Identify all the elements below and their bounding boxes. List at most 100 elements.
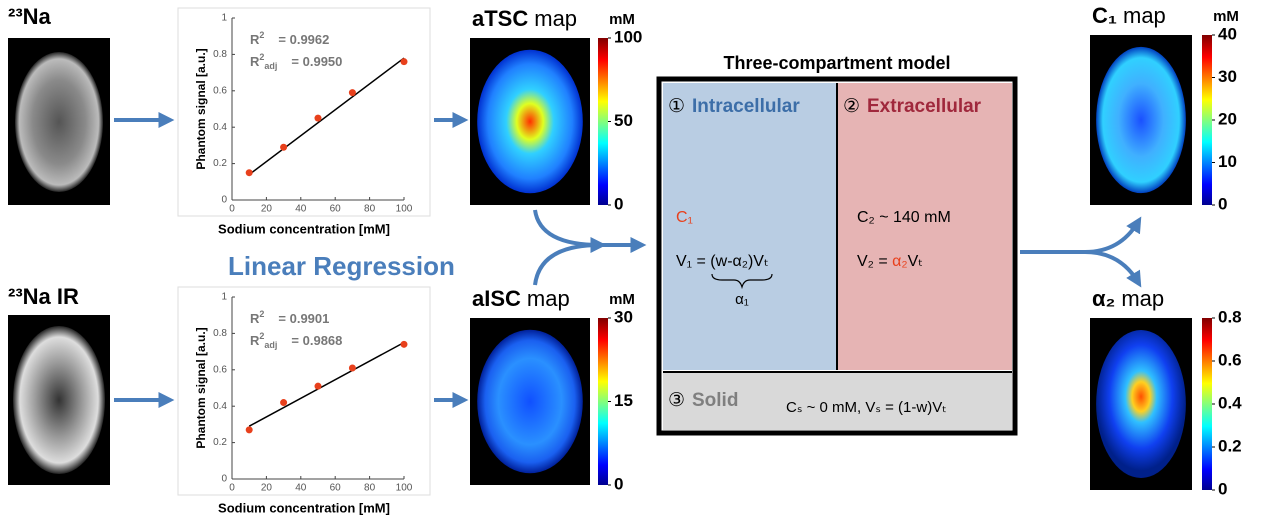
method-label: Linear Regression [228, 251, 455, 281]
colorbar [1202, 35, 1212, 205]
x-tick-label: 100 [396, 483, 413, 494]
x-tick-label: 60 [330, 204, 342, 215]
data-point [280, 144, 287, 151]
colorbar-label: 0.6 [1218, 350, 1242, 369]
data-point [349, 364, 356, 371]
intracellular-panel [663, 83, 836, 370]
figure: ²³Na ²³Na IR Linear Regression Three-com… [0, 0, 1282, 521]
extracellular-panel [838, 83, 1012, 370]
y-tick-label: 0.6 [213, 364, 227, 375]
y-tick-label: 0 [221, 474, 227, 485]
fit-statistic: R2adj= 0.9868 [250, 331, 342, 350]
colorbar-label: 30 [1218, 67, 1237, 86]
x-tick-label: 40 [295, 204, 307, 215]
x-tick-label: 0 [229, 483, 235, 494]
map-title: C₁map [1092, 3, 1166, 28]
stat-sup: 2 [259, 30, 264, 40]
y-axis-label: Phantom signal [a.u.] [194, 327, 208, 448]
colorbar-label: 100 [614, 27, 642, 46]
brain-map [477, 50, 583, 194]
x-tick-label: 80 [364, 483, 376, 494]
colorbar-unit: mM [1213, 8, 1239, 25]
map-suffix: map [527, 286, 570, 311]
colorbar-label: 0 [1218, 479, 1227, 498]
map-name: C₁ [1092, 3, 1117, 28]
map-suffix: map [534, 6, 577, 31]
data-point [246, 426, 253, 433]
compartment-number: ② [843, 96, 860, 117]
concentration: C₂ ~ 140 mM [857, 209, 951, 226]
colorbar-label: 10 [1218, 152, 1237, 171]
compartment-number: ③ [668, 390, 685, 411]
fit-statistic: R2adj= 0.9950 [250, 52, 342, 71]
data-point [315, 383, 322, 390]
data-point [280, 399, 287, 406]
stat-value: = 0.9868 [291, 333, 342, 348]
colorbar-label: 0 [614, 194, 623, 213]
data-point [401, 58, 408, 65]
stat-value: = 0.9901 [278, 311, 329, 326]
volume-equation: V₂ = α₂Vₜ [857, 253, 923, 270]
compartment-label: Solid [692, 390, 738, 411]
brain-map [1096, 47, 1186, 193]
y-tick-label: 0.8 [213, 328, 227, 339]
input-label: ²³Na [8, 4, 52, 29]
brain-map [477, 330, 583, 474]
y-tick-label: 1 [221, 13, 227, 24]
y-tick-label: 0.2 [213, 158, 227, 169]
x-tick-label: 80 [364, 204, 376, 215]
solid-equation: Cₛ ~ 0 mM, Vₛ = (1-w)Vₜ [786, 399, 947, 416]
map-suffix: map [1121, 286, 1164, 311]
colorbar-label: 20 [1218, 109, 1237, 128]
input-label: ²³Na IR [8, 284, 79, 309]
stat-sub: adj [264, 340, 277, 350]
map-name: aISC [472, 286, 521, 311]
x-tick-label: 0 [229, 204, 235, 215]
data-point [315, 115, 322, 122]
y-tick-label: 0.4 [213, 122, 227, 133]
brain-map [1096, 330, 1186, 478]
colorbar-label: 0.2 [1218, 436, 1242, 455]
colorbar-label: 15 [614, 391, 633, 410]
x-tick-label: 100 [396, 204, 413, 215]
x-tick-label: 20 [261, 483, 273, 494]
colorbar [598, 38, 608, 205]
data-point [246, 169, 253, 176]
data-point [401, 341, 408, 348]
x-tick-label: 40 [295, 483, 307, 494]
colorbar [598, 318, 608, 485]
stat-sup: 2 [259, 309, 264, 319]
model-title: Three-compartment model [723, 53, 950, 73]
compartment-label: Intracellular [692, 96, 800, 117]
x-tick-label: 20 [261, 204, 273, 215]
x-axis-label: Sodium concentration [mM] [218, 221, 390, 236]
colorbar-label: 50 [614, 111, 633, 130]
y-tick-label: 0.6 [213, 85, 227, 96]
stat-sub: adj [264, 61, 277, 71]
colorbar-unit: mM [609, 291, 635, 308]
colorbar [1202, 318, 1212, 490]
colorbar-label: 30 [614, 307, 633, 326]
colorbar-label: 0.8 [1218, 307, 1242, 326]
brace-label: α₁ [735, 291, 749, 308]
stat-value: = 0.9962 [278, 32, 329, 47]
colorbar-label: 0.4 [1218, 393, 1242, 412]
y-tick-label: 0.8 [213, 49, 227, 60]
map-suffix: map [1123, 3, 1166, 28]
y-tick-label: 0 [221, 195, 227, 206]
y-tick-label: 0.4 [213, 401, 227, 412]
y-tick-label: 0.2 [213, 437, 227, 448]
page: ²³Na ²³Na IR Linear Regression Three-com… [0, 0, 1282, 526]
y-axis-label: Phantom signal [a.u.] [194, 48, 208, 169]
colorbar-label: 0 [1218, 194, 1227, 213]
stat-value: = 0.9950 [291, 54, 342, 69]
colorbar-unit: mM [609, 11, 635, 28]
brain [13, 326, 105, 474]
compartment-number: ① [668, 96, 685, 117]
volume-equation: V₁ = (w-α₂)Vₜ [676, 253, 769, 270]
brain [15, 52, 103, 192]
colorbar-label: 0 [614, 474, 623, 493]
